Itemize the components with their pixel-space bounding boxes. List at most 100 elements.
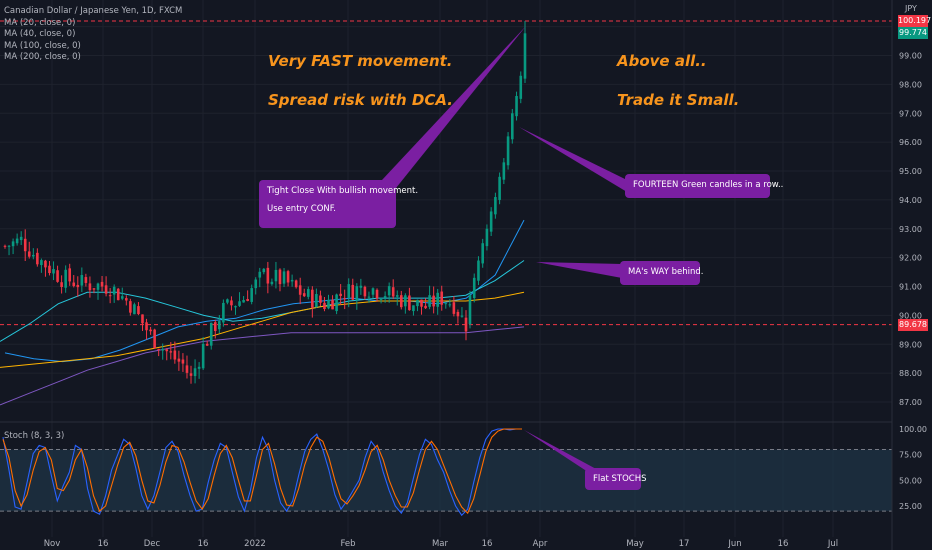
candle-body-up (274, 269, 278, 282)
candle-body-down (246, 298, 249, 301)
time-tick-label: Feb (340, 539, 355, 549)
candle-body-up (209, 322, 213, 346)
candle-body-down (432, 295, 435, 307)
candle-body-down (230, 300, 233, 306)
time-tick-label: 16 (778, 539, 789, 549)
candle-body-down (319, 295, 322, 303)
candle-body-up (52, 269, 55, 274)
callout-flat-stochs[interactable]: Flat STOCHS (585, 468, 647, 490)
candle-body-down (60, 282, 63, 287)
ma200-line (0, 326, 525, 406)
candle-body-up (133, 304, 136, 315)
candle-body-up (371, 288, 375, 295)
price-tick-label: 97.00 (899, 109, 922, 118)
time-tick-label: Apr (533, 539, 548, 549)
candle-body-down (76, 284, 80, 288)
candle-body-up (506, 136, 510, 166)
candle-body-down (68, 268, 72, 282)
note-fast-movement: Very FAST movement. (268, 52, 453, 70)
callout-fourteen-green[interactable]: FOURTEEN Green candles in a row.. (625, 174, 784, 198)
price-tick-label: 87.00 (899, 398, 922, 407)
candle-body-down (278, 269, 282, 285)
candle-body-up (218, 321, 221, 330)
chart-legend: Canadian Dollar / Japanese Yen, 1D, FXCM… (4, 6, 182, 64)
candle-body-down (137, 306, 140, 315)
candle-body-down (129, 301, 132, 313)
candle-body-down (311, 289, 314, 308)
candle-body-up (494, 197, 497, 215)
candle-body-down (464, 317, 468, 332)
legend-title[interactable]: Canadian Dollar / Japanese Yen, 1D, FXCM (4, 6, 183, 16)
candle-body-down (84, 277, 88, 283)
candle-body-up (112, 286, 116, 295)
price-tag-low: 89.678 (898, 318, 928, 331)
candle-body-up (523, 33, 527, 79)
candle-body-down (424, 305, 427, 309)
pointer-ma-behind (536, 262, 622, 278)
candle-body-down (408, 295, 411, 311)
price-tick-label: 93.00 (899, 225, 922, 234)
callout-ma-behind[interactable]: MA's WAY behind. (620, 261, 704, 285)
stoch-d-line (2, 428, 522, 515)
time-tick-label: Jul (827, 539, 838, 549)
candle-body-up (355, 286, 359, 301)
legend-stoch[interactable]: Stoch (8, 3, 3) (4, 431, 65, 441)
price-horizontal-lines (0, 20, 892, 326)
candle-body-up (519, 75, 523, 99)
pointer-flat-stochs (524, 430, 598, 472)
callout-tight-close-line2: Use entry CONF. (267, 204, 336, 214)
candle-body-up (80, 275, 84, 286)
candle-body-down (213, 322, 217, 332)
price-tag-last: 99.774 (898, 27, 928, 40)
candle-body-up (335, 294, 338, 312)
candle-body-down (456, 311, 460, 317)
callout-tight-close-line1: Tight Close With bullish movement. (267, 186, 419, 196)
candle-body-down (343, 298, 346, 300)
legend-ma20[interactable]: MA (20, close, 0) (4, 17, 76, 28)
price-tick-label: 88.00 (899, 369, 922, 378)
candle-body-up (161, 348, 165, 351)
candle-body-up (242, 299, 245, 303)
candle-body-up (222, 302, 225, 323)
candle-body-down (27, 251, 31, 257)
candle-body-up (359, 285, 363, 288)
price-tick-label: 94.00 (899, 196, 922, 205)
callout-fourteen-text: FOURTEEN Green candles in a row.. (633, 180, 784, 190)
candle-body-down (169, 351, 173, 353)
time-tick-label: 17 (679, 539, 690, 549)
candle-body-up (485, 228, 489, 247)
legend-ma200[interactable]: MA (200, close, 0) (4, 52, 81, 63)
candle-body-down (157, 349, 160, 351)
price-tick-label: 98.00 (899, 80, 922, 89)
candle-body-down (363, 286, 367, 297)
candle-body-up (489, 211, 493, 232)
candle-body-up (197, 366, 201, 369)
legend-ma100[interactable]: MA (100, close, 0) (4, 40, 81, 51)
price-tag-high: 100.197 (898, 15, 932, 27)
candle-body-up (515, 95, 518, 117)
price-tick-label: 100.00 (899, 23, 927, 32)
time-tick-label: Dec (144, 539, 161, 549)
candle-body-down (88, 283, 92, 291)
pointer-fourteen-green (519, 127, 627, 192)
candle-body-up (15, 238, 19, 244)
price-tick-label: 96.00 (899, 138, 922, 147)
candle-body-down (165, 349, 169, 352)
candle-body-up (120, 296, 124, 299)
candle-body-up (511, 113, 514, 140)
candle-body-down (92, 288, 96, 290)
candle-body-up (472, 277, 476, 299)
candle-body-up (444, 303, 448, 305)
callout-tight-close[interactable]: Tight Close With bullish movement. Use e… (259, 180, 419, 228)
candle-body-down (36, 252, 39, 265)
legend-ma40[interactable]: MA (40, close, 0) (4, 29, 76, 40)
candles (3, 21, 527, 384)
candle-body-up (498, 176, 501, 200)
candle-body-up (193, 368, 197, 377)
price-tick-label: 95.00 (899, 167, 922, 176)
candle-body-up (477, 260, 480, 281)
candle-body-down (108, 295, 112, 297)
callout-ma-behind-text: MA's WAY behind. (628, 267, 704, 277)
candle-body-up (96, 283, 100, 290)
